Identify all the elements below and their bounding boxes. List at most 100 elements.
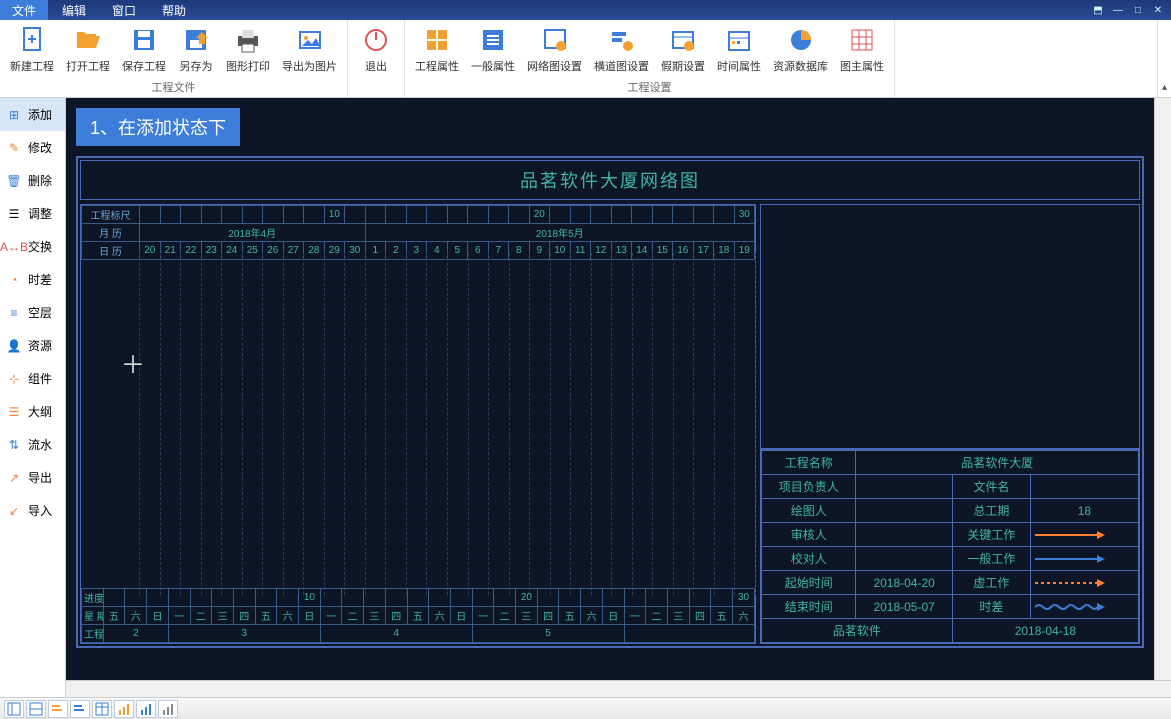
print-button[interactable]: 图形打印	[222, 22, 274, 79]
left-sidebar: ⊞ 添加 ✎修改 🗑删除 ☰调整 A↔B 交换 ◔时差 ≡空层 👤资源 ⊹组件 ☰大…	[0, 98, 66, 697]
new-project-button[interactable]: 新建工程	[6, 22, 58, 79]
info-virtual-lbl: 虚工作	[952, 571, 1030, 595]
time-prop-button[interactable]: 时间属性	[713, 22, 765, 79]
legend-prop-button[interactable]: 图主属性	[836, 22, 888, 79]
info-start: 2018-04-20	[856, 571, 952, 595]
legend-critical	[1030, 523, 1138, 547]
crosshair-cursor-icon: ＋	[121, 345, 145, 380]
net-settings-label: 网络图设置	[527, 58, 582, 74]
info-drawer	[856, 499, 952, 523]
calendar-gear-icon	[667, 24, 699, 56]
view-btn-4[interactable]	[70, 700, 90, 718]
ribbon: 新建工程 打开工程 保存工程 另存为 图形打印 导出为图片	[0, 20, 1171, 98]
save-project-button[interactable]: 保存工程	[118, 22, 170, 79]
horizontal-scrollbar[interactable]	[66, 680, 1171, 697]
project-info-table: 工程名称品茗软件大厦 项目负责人文件名 绘图人总工期18 审核人关键工作 校对人…	[760, 449, 1140, 644]
info-end: 2018-05-07	[856, 595, 952, 619]
proj-prop-label: 工程属性	[415, 58, 459, 74]
export-image-button[interactable]: 导出为图片	[278, 22, 341, 79]
save-icon	[128, 24, 160, 56]
network-chart[interactable]: 工程标尺102030月 历2018年4月2018年5月日 历2021222324…	[80, 204, 756, 644]
print-label: 图形打印	[226, 58, 270, 74]
file-plus-icon	[16, 24, 48, 56]
exit-button[interactable]: 退出	[354, 22, 398, 95]
save-as-button[interactable]: 另存为	[174, 22, 218, 79]
chart-title: 品茗软件大厦网络图	[80, 160, 1140, 200]
view-btn-2[interactable]	[26, 700, 46, 718]
info-pm	[856, 475, 952, 499]
sidebar-item-delete[interactable]: 🗑删除	[0, 164, 65, 197]
view-btn-6[interactable]	[114, 700, 134, 718]
sidebar-item-adjust[interactable]: ☰调整	[0, 197, 65, 230]
chart-side-panel	[760, 204, 1140, 449]
exit-label: 退出	[365, 58, 387, 74]
edit-icon: ✎	[6, 140, 22, 156]
net-settings-button[interactable]: 网络图设置	[523, 22, 586, 79]
sidebar-item-resource[interactable]: 👤资源	[0, 329, 65, 362]
sidebar-item-layer[interactable]: ≡空层	[0, 296, 65, 329]
info-filename	[1030, 475, 1138, 499]
info-projname: 品茗软件大厦	[856, 451, 1139, 475]
menu-help[interactable]: 帮助	[150, 0, 198, 21]
power-icon	[360, 24, 392, 56]
holiday-settings-button[interactable]: 假期设置	[657, 22, 709, 79]
menu-window[interactable]: 窗口	[100, 0, 148, 21]
sidebar-item-export[interactable]: ↗导出	[0, 461, 65, 494]
view-btn-1[interactable]	[4, 700, 24, 718]
sidebar-item-flow[interactable]: ⇅流水	[0, 428, 65, 461]
layers-icon: ≡	[6, 305, 22, 321]
view-btn-8[interactable]	[158, 700, 178, 718]
view-btn-5[interactable]	[92, 700, 112, 718]
sidebar-item-swap[interactable]: A↔B 交换	[0, 230, 65, 263]
swap-icon: A↔B	[6, 239, 22, 255]
sidebar-item-component[interactable]: ⊹组件	[0, 362, 65, 395]
canvas[interactable]: 1、在添加状态下 品茗软件大厦网络图 工程标尺102030月 历2018年4月2…	[66, 98, 1154, 680]
info-date: 2018-04-18	[952, 619, 1138, 643]
sidebar-adjust-label: 调整	[28, 205, 52, 222]
info-checker	[856, 547, 952, 571]
ribbon-collapse-icon[interactable]: ▴	[1157, 20, 1171, 97]
open-project-button[interactable]: 打开工程	[62, 22, 114, 79]
proj-prop-button[interactable]: 工程属性	[411, 22, 463, 79]
info-end-lbl: 结束时间	[762, 595, 856, 619]
gantt-settings-button[interactable]: 横道图设置	[590, 22, 653, 79]
export-image-label: 导出为图片	[282, 58, 337, 74]
new-project-label: 新建工程	[10, 58, 54, 74]
info-filename-lbl: 文件名	[952, 475, 1030, 499]
plus-icon: ⊞	[6, 107, 22, 123]
menu-file[interactable]: 文件	[0, 0, 48, 21]
sidebar-item-add[interactable]: ⊞ 添加	[0, 98, 65, 131]
view-btn-3[interactable]	[48, 700, 68, 718]
legend-slack	[1030, 595, 1138, 619]
sidebar-item-modify[interactable]: ✎修改	[0, 131, 65, 164]
chart-header: 工程标尺102030月 历2018年4月2018年5月日 历2021222324…	[81, 205, 755, 260]
info-drawer-lbl: 绘图人	[762, 499, 856, 523]
legend-virtual	[1030, 571, 1138, 595]
resource-db-button[interactable]: 资源数据库	[769, 22, 832, 79]
sidebar-add-label: 添加	[28, 106, 52, 123]
close-icon[interactable]: ✕	[1151, 3, 1165, 17]
export-icon: ↗	[6, 470, 22, 486]
info-start-lbl: 起始时间	[762, 571, 856, 595]
time-prop-label: 时间属性	[717, 58, 761, 74]
info-checker-lbl: 校对人	[762, 547, 856, 571]
save-project-label: 保存工程	[122, 58, 166, 74]
info-company: 品茗软件	[762, 619, 953, 643]
maximize-icon[interactable]: □	[1131, 3, 1145, 17]
vertical-scrollbar[interactable]	[1154, 98, 1171, 680]
menubar: 文件 编辑 窗口 帮助 ⬒ — □ ✕	[0, 0, 1171, 20]
sidebar-item-slack[interactable]: ◔时差	[0, 263, 65, 296]
style-icon[interactable]: ⬒	[1091, 3, 1105, 17]
view-btn-7[interactable]	[136, 700, 156, 718]
open-project-label: 打开工程	[66, 58, 110, 74]
minimize-icon[interactable]: —	[1111, 3, 1125, 17]
general-prop-button[interactable]: 一般属性	[467, 22, 519, 79]
menu-edit[interactable]: 编辑	[50, 0, 98, 21]
sidebar-delete-label: 删除	[28, 172, 52, 189]
legend-prop-label: 图主属性	[840, 58, 884, 74]
sidebar-swap-label: 交换	[28, 238, 52, 255]
sidebar-item-outline[interactable]: ☰大纲	[0, 395, 65, 428]
holiday-settings-label: 假期设置	[661, 58, 705, 74]
sidebar-import-label: 导入	[28, 502, 52, 519]
sidebar-item-import[interactable]: ↙导入	[0, 494, 65, 527]
